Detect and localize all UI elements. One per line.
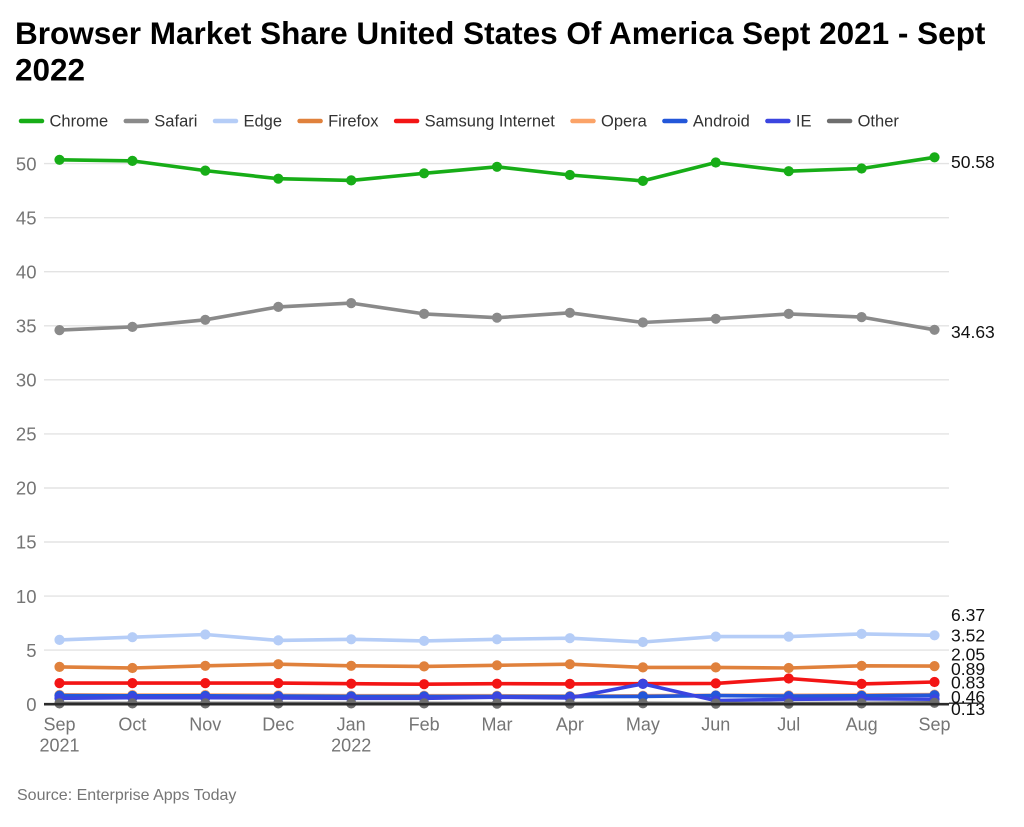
svg-text:Edge: Edge bbox=[244, 112, 283, 130]
svg-text:Android: Android bbox=[693, 112, 750, 130]
svg-text:25: 25 bbox=[16, 424, 37, 445]
svg-text:Sep: Sep bbox=[43, 715, 75, 735]
svg-text:Oct: Oct bbox=[118, 715, 146, 735]
svg-text:0.83: 0.83 bbox=[951, 673, 985, 693]
svg-text:Browser Market Share United St: Browser Market Share United States Of Am… bbox=[15, 15, 986, 51]
svg-text:50: 50 bbox=[16, 153, 37, 174]
svg-text:Opera: Opera bbox=[601, 112, 648, 130]
svg-text:Chrome: Chrome bbox=[50, 112, 109, 130]
svg-text:20: 20 bbox=[16, 478, 37, 499]
svg-text:0.89: 0.89 bbox=[951, 659, 985, 679]
svg-text:IE: IE bbox=[796, 112, 812, 130]
svg-text:10: 10 bbox=[16, 586, 37, 607]
svg-text:Apr: Apr bbox=[556, 715, 584, 735]
svg-text:Other: Other bbox=[858, 112, 900, 130]
svg-text:3.52: 3.52 bbox=[951, 626, 985, 646]
svg-text:0: 0 bbox=[26, 694, 36, 715]
svg-text:Firefox: Firefox bbox=[328, 112, 379, 130]
svg-text:35: 35 bbox=[16, 316, 37, 337]
svg-text:34.63: 34.63 bbox=[951, 322, 995, 342]
svg-text:30: 30 bbox=[16, 370, 37, 391]
svg-text:40: 40 bbox=[16, 261, 37, 282]
svg-text:0.46: 0.46 bbox=[951, 687, 985, 707]
svg-text:2022: 2022 bbox=[331, 736, 371, 756]
svg-text:Dec: Dec bbox=[262, 715, 294, 735]
svg-text:Samsung Internet: Samsung Internet bbox=[425, 112, 556, 130]
svg-text:Aug: Aug bbox=[846, 715, 878, 735]
svg-text:45: 45 bbox=[16, 207, 37, 228]
svg-text:5: 5 bbox=[26, 640, 36, 661]
svg-text:6.37: 6.37 bbox=[951, 605, 985, 625]
svg-text:2021: 2021 bbox=[39, 736, 79, 756]
svg-text:Sep: Sep bbox=[918, 715, 950, 735]
svg-text:Jun: Jun bbox=[701, 715, 730, 735]
svg-text:50.58: 50.58 bbox=[951, 152, 995, 172]
svg-text:2022: 2022 bbox=[15, 52, 85, 88]
svg-text:May: May bbox=[626, 715, 660, 735]
svg-text:Nov: Nov bbox=[189, 715, 221, 735]
svg-text:Jan: Jan bbox=[337, 715, 366, 735]
svg-text:Safari: Safari bbox=[154, 112, 197, 130]
svg-text:0.13: 0.13 bbox=[951, 699, 985, 719]
svg-text:Source: Enterprise Apps Today: Source: Enterprise Apps Today bbox=[17, 787, 236, 804]
svg-text:Jul: Jul bbox=[777, 715, 800, 735]
svg-text:15: 15 bbox=[16, 532, 37, 553]
svg-text:Feb: Feb bbox=[409, 715, 440, 735]
svg-text:2.05: 2.05 bbox=[951, 645, 985, 665]
svg-text:Mar: Mar bbox=[482, 715, 513, 735]
